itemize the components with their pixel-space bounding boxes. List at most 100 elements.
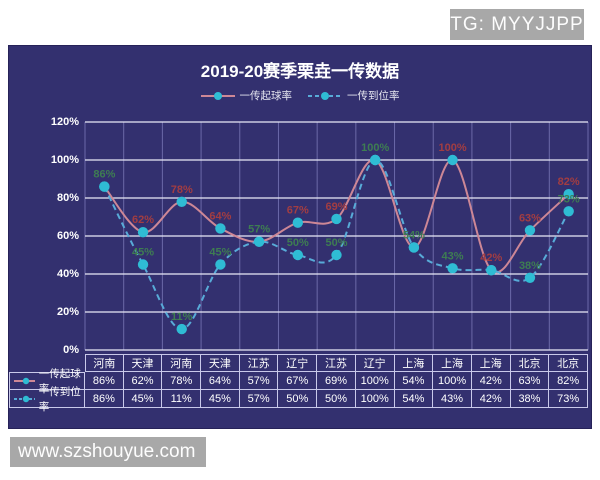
table-cell: 54%	[394, 372, 434, 390]
y-tick-label: 80%	[56, 192, 79, 204]
data-point-marker	[292, 249, 304, 261]
data-point-marker	[215, 259, 226, 270]
data-label: 73%	[558, 193, 580, 205]
table-header-cell: 上海	[471, 354, 511, 372]
table-header-cell: 天津	[123, 354, 163, 372]
data-label: 54%	[403, 229, 425, 241]
data-label: 50%	[287, 237, 309, 249]
table-header-cell: 上海	[394, 354, 434, 372]
table-cell: 86%	[85, 390, 124, 408]
data-point-marker	[137, 259, 149, 270]
table-cell: 100%	[433, 372, 472, 390]
data-point-marker	[369, 154, 381, 166]
table-header-cell: 天津	[201, 354, 240, 372]
data-label: 100%	[361, 142, 389, 154]
table-cell: 100%	[355, 372, 395, 390]
data-point-marker	[447, 263, 458, 274]
data-label: 67%	[287, 205, 309, 217]
y-tick-label: 0%	[63, 344, 79, 356]
dashed-line-marker-icon	[14, 395, 35, 402]
table-cell: 100%	[355, 390, 395, 408]
y-tick-label: 40%	[56, 268, 79, 280]
table-cell: 67%	[278, 372, 318, 390]
y-tick-label: 100%	[50, 154, 79, 166]
solid-line-marker-icon	[14, 377, 35, 385]
table-header-cell: 北京	[510, 354, 550, 372]
watermark: www.szshouyue.com	[10, 437, 206, 467]
legend-item-series1: 一传起球率	[200, 88, 293, 103]
table-cell: 57%	[239, 372, 279, 390]
chart-legend: 一传起球率 一传到位率	[9, 88, 591, 103]
chart-panel: 2019-20赛季栗垚一传数据 一传起球率 一传到位率 120% 100% 80% 6…	[8, 45, 592, 429]
table-header-cell: 江苏	[317, 354, 356, 372]
data-label: 62%	[132, 214, 154, 226]
y-tick-label: 20%	[56, 306, 79, 318]
data-point-marker	[292, 217, 304, 228]
y-tick-label: 120%	[50, 116, 79, 128]
data-point-marker	[486, 265, 497, 276]
table-row-label: 一传起球率	[9, 368, 85, 395]
table-cell: 57%	[239, 390, 279, 408]
table-row-label-text: 一传到位率	[38, 385, 81, 413]
data-label: 11%	[171, 311, 193, 323]
solid-line-marker-icon	[200, 91, 235, 100]
table-cell: 69%	[317, 372, 356, 390]
data-point-marker	[563, 206, 574, 217]
table-cell: 62%	[123, 372, 163, 390]
data-label: 45%	[209, 247, 231, 259]
data-label: 45%	[132, 247, 154, 259]
table-cell: 45%	[201, 390, 240, 408]
data-label: 82%	[558, 176, 580, 188]
table-cell: 82%	[549, 372, 588, 390]
plot-area: 62% 78% 64% 67% 69% 100% 42% 63% 82% 86% 45% 11% 45%…	[84, 121, 589, 351]
data-label: 86%	[93, 169, 115, 181]
data-point-marker	[215, 223, 226, 234]
data-label: 57%	[248, 224, 270, 236]
data-point-marker	[176, 323, 187, 335]
data-point-marker	[408, 242, 420, 253]
table-row-label-text: 一传起球率	[38, 368, 81, 395]
data-label: 43%	[442, 250, 464, 262]
data-table: 河南 天津 河南 天津 江苏 辽宁 江苏 辽宁 上海 上海 上海 北京 北京 一传起球率 86% 62% 78%…	[9, 354, 588, 413]
dashed-line-marker-icon	[308, 91, 342, 100]
data-label: 63%	[519, 212, 541, 224]
table-cell: 54%	[394, 390, 434, 408]
data-point-marker	[331, 213, 342, 225]
table-cell: 43%	[433, 390, 472, 408]
y-tick-label: 60%	[56, 230, 79, 242]
chart-title: 2019-20赛季栗垚一传数据	[200, 62, 400, 81]
table-header-cell: 河南	[162, 354, 202, 372]
data-label: 50%	[325, 237, 347, 249]
data-point-marker	[524, 225, 536, 236]
table-header-cell: 江苏	[239, 354, 279, 372]
table-cell: 11%	[162, 390, 202, 408]
data-point-marker	[176, 196, 187, 207]
table-cell: 63%	[510, 372, 550, 390]
data-label: 100%	[439, 142, 467, 154]
table-cell: 73%	[549, 390, 588, 408]
table-header-cell: 上海	[433, 354, 472, 372]
legend-label-series1: 一传起球率	[239, 90, 293, 102]
data-point-marker	[253, 236, 265, 247]
tg-badge: TG: MYYJJPP	[450, 9, 584, 40]
table-cell: 38%	[510, 390, 550, 408]
table-cell: 64%	[201, 372, 240, 390]
legend-item-series2: 一传到位率	[308, 88, 400, 103]
table-cell: 42%	[471, 390, 511, 408]
data-label: 78%	[171, 184, 193, 196]
table-cell: 50%	[317, 390, 356, 408]
data-point-marker	[563, 189, 574, 200]
table-cell: 50%	[278, 390, 318, 408]
table-cell: 86%	[85, 372, 124, 390]
table-cell: 78%	[162, 372, 202, 390]
data-label: 38%	[519, 260, 541, 272]
table-header-cell: 河南	[85, 354, 124, 372]
table-header-cell: 辽宁	[278, 354, 318, 372]
data-point-marker	[331, 249, 342, 261]
data-point-marker	[447, 154, 458, 166]
table-row-label: 一传到位率	[9, 386, 85, 413]
data-point-marker	[137, 227, 149, 238]
data-label: 42%	[480, 252, 502, 264]
data-point-marker	[524, 272, 536, 283]
